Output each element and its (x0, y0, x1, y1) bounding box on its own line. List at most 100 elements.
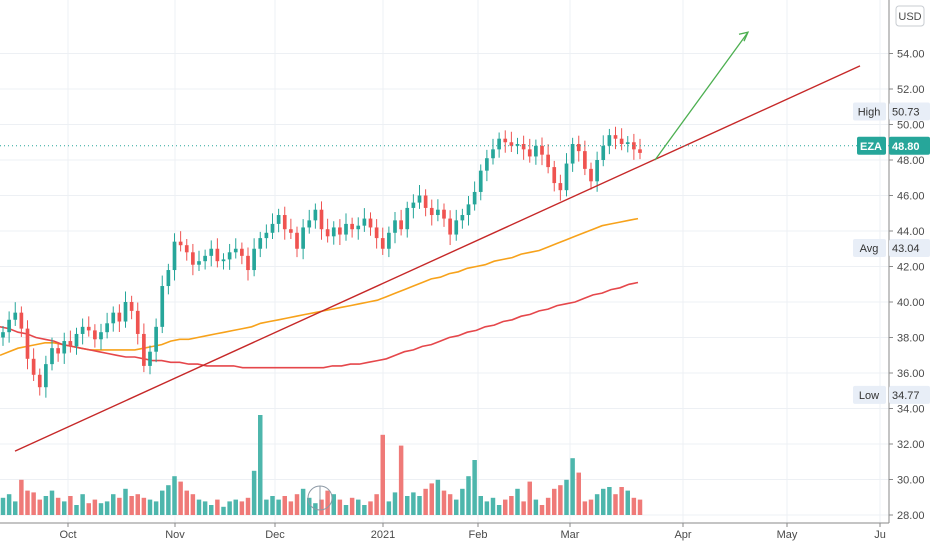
volume-bar (92, 499, 98, 515)
candle-body (282, 215, 287, 230)
arrow-head-icon (738, 31, 750, 42)
candle-body (589, 168, 593, 182)
candle-body (472, 191, 477, 205)
volume-bar (386, 501, 392, 515)
candle-body (558, 183, 563, 191)
candle-body (13, 312, 18, 320)
candle-body (209, 248, 214, 256)
volume-bar (631, 497, 637, 515)
volume-bar (270, 496, 275, 515)
volume-bar (129, 496, 134, 515)
high-value: 50.73 (892, 107, 920, 119)
time-tick-label: Nov (165, 529, 185, 541)
candle-body (583, 151, 587, 169)
candle-body (356, 225, 361, 230)
volume-bar (294, 494, 300, 515)
currency-box[interactable] (895, 5, 925, 27)
candle-body (80, 326, 85, 334)
candle-body (135, 310, 140, 334)
volume-bar (515, 488, 520, 515)
volume-bar (380, 434, 385, 515)
volume-bar (258, 415, 263, 515)
volume-bar (288, 501, 294, 515)
volume-bar (160, 490, 165, 515)
time-tick-label: Feb (469, 529, 488, 541)
candle-body (546, 154, 550, 168)
candle-body (380, 238, 385, 249)
volume-bar (478, 496, 483, 515)
volume-bar (117, 497, 122, 515)
volume-bar (135, 494, 140, 515)
candle-body (460, 215, 465, 221)
projection-arrow[interactable] (654, 31, 749, 161)
trend-line[interactable] (14, 65, 861, 452)
volume-bar (625, 490, 630, 515)
avg-label: Avg (860, 243, 879, 255)
volume-bar (55, 497, 61, 515)
candle-body (154, 326, 158, 352)
candle-body (56, 348, 60, 354)
candle-body (227, 252, 232, 260)
price-tick-label: 30.00 (897, 475, 925, 487)
volume-bar (307, 497, 312, 515)
candle-body (393, 220, 397, 233)
candle-body (264, 232, 269, 239)
candle-body (129, 302, 134, 311)
candle-body (374, 227, 379, 239)
candle-body (295, 232, 299, 249)
candle-body (534, 145, 538, 157)
volume-bar (202, 501, 208, 515)
ma-long-line (0, 281, 639, 369)
candle-body (429, 207, 434, 216)
time-axis[interactable]: Oct Nov Dec 2021 Feb Mar Apr May Ju (0, 522, 889, 541)
candle-body (105, 323, 109, 333)
candle-body (44, 364, 48, 388)
candle-body (485, 158, 489, 171)
candle-body (123, 302, 128, 322)
candle-body (632, 142, 636, 150)
volume-bar (484, 501, 490, 515)
high-tag: High 50.73 (853, 102, 930, 121)
volume-bar (472, 460, 477, 515)
volume-bar (153, 501, 159, 515)
candle-body (276, 215, 281, 224)
price-axis[interactable]: 54.00 52.00 50.00 48.00 46.00 44.00 42.00 40.00… (888, 0, 925, 523)
volume-bar (319, 499, 324, 515)
volume-bar (392, 492, 398, 515)
volume-bar (429, 483, 434, 515)
candle-body (344, 223, 348, 235)
volume-bar (527, 481, 532, 515)
volume-bar (104, 501, 110, 515)
volume-bar (123, 488, 128, 515)
candle-body (509, 142, 514, 146)
candle-body (166, 270, 171, 287)
time-tick-label: Ju (874, 529, 886, 541)
volume-bar (166, 485, 171, 515)
volume-bar (37, 499, 42, 515)
last-price-value: 48.80 (892, 141, 920, 153)
avg-label-box (853, 239, 886, 258)
candle-body (454, 220, 459, 235)
time-tick-label: Dec (265, 529, 285, 541)
candle-body (246, 255, 250, 271)
volume-bar (576, 472, 581, 515)
candle-body (184, 245, 189, 253)
candle-body (74, 333, 79, 347)
volume-bar (178, 481, 183, 515)
candle-body (607, 135, 612, 146)
volume-bar (613, 494, 618, 515)
volume-bar (251, 470, 257, 515)
volume-bar (558, 485, 563, 515)
volume-bar (13, 501, 18, 515)
volume-bar (111, 494, 116, 515)
last-price-box (889, 136, 930, 155)
candle-body (148, 351, 152, 366)
volume-bar (435, 479, 441, 515)
candle-body (350, 223, 354, 230)
candle-body (436, 209, 440, 216)
volume-bar (441, 490, 447, 515)
candle-body (111, 312, 116, 324)
candle-body (521, 144, 526, 150)
drawings (14, 31, 861, 511)
